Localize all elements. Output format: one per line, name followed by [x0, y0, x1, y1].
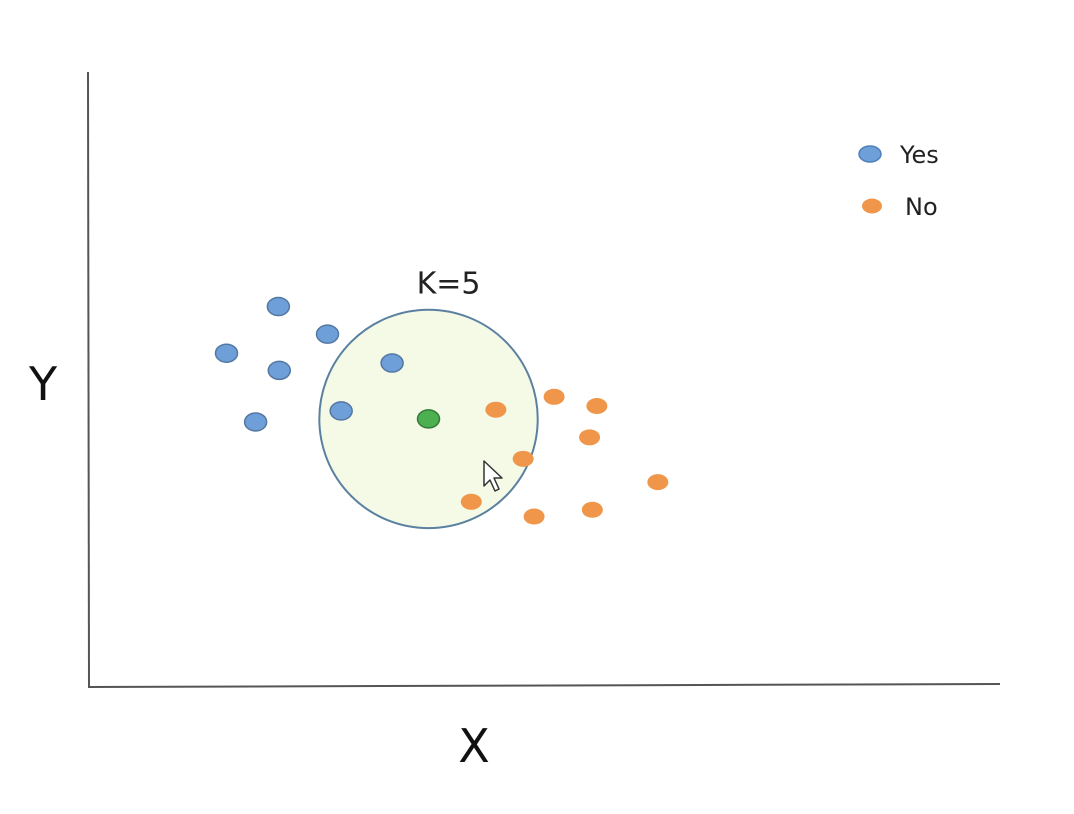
point-no-9	[647, 474, 669, 491]
y-axis-line	[87, 71, 90, 689]
legend-marker-no	[862, 198, 882, 214]
legend-label-yes: Yes	[899, 141, 939, 169]
point-yes-2	[214, 343, 239, 363]
point-no-4	[579, 429, 601, 446]
x-axis-label: X	[458, 719, 490, 773]
point-no-8	[581, 501, 603, 518]
points-layer	[214, 296, 669, 525]
point-yes-1	[266, 296, 291, 317]
point-yes-4	[315, 324, 340, 344]
legend-marker-yes	[858, 145, 882, 163]
point-no-7	[523, 508, 545, 525]
point-yes-5	[380, 353, 404, 373]
point-no-2	[543, 388, 565, 405]
point-no-5	[512, 450, 534, 467]
point-yes-7	[329, 401, 353, 421]
x-axis-line	[88, 683, 1001, 688]
point-yes-6	[243, 412, 268, 432]
k-value-label: K=5	[417, 267, 481, 302]
neighborhood-layer: K=5	[318, 267, 539, 530]
point-no-1	[485, 401, 507, 418]
point-yes-3	[267, 360, 292, 381]
point-no-6	[460, 493, 482, 510]
point-no-3	[586, 398, 608, 415]
legend: Yes No	[858, 141, 939, 221]
legend-label-no: No	[905, 193, 938, 221]
query-point	[416, 409, 441, 429]
y-axis-label: Y	[28, 357, 58, 411]
cursor-icon	[483, 460, 503, 492]
